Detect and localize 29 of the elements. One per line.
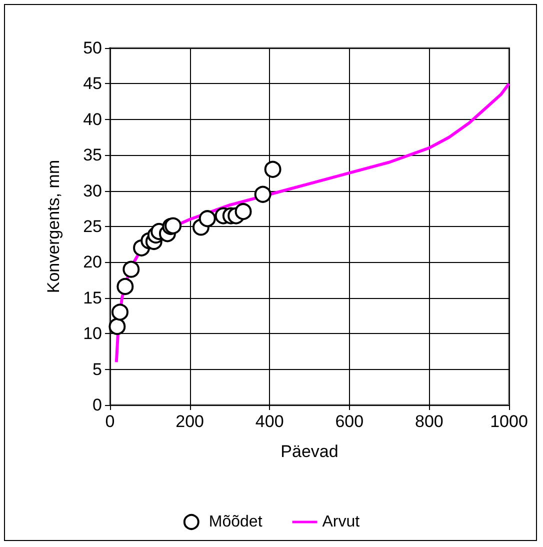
legend-label: Arvut: [322, 514, 360, 530]
y-tick-label: 35: [83, 146, 102, 165]
y-tick-label: 0: [92, 396, 102, 414]
legend-label: Mõõdet: [208, 514, 263, 530]
point: [234, 203, 252, 220]
y-tick-label: 40: [83, 110, 102, 129]
y-tick-label: 50: [83, 38, 102, 58]
point: [116, 278, 134, 295]
y-tick-label: 45: [83, 74, 102, 94]
point: [198, 210, 216, 228]
y-tick-label: 30: [83, 181, 102, 200]
x-tick-label: 0: [105, 412, 115, 431]
point: [111, 304, 128, 321]
point: [254, 186, 272, 203]
y-tick-label: 20: [83, 252, 102, 272]
x-tick-label: 400: [255, 412, 284, 431]
x-tick-label: 600: [335, 412, 364, 431]
x-tick-label: 1000: [490, 412, 528, 431]
y-tick-label: 10: [83, 324, 102, 344]
x-tick-label: 200: [176, 412, 204, 431]
point: [264, 160, 282, 178]
y-axis-title: Konvergents, mm: [44, 160, 63, 294]
y-tick-label: 15: [83, 288, 102, 308]
point: [122, 260, 140, 278]
x-axis-title: Päevad: [280, 442, 338, 461]
x-tick-label: 800: [415, 412, 444, 431]
point: [108, 318, 126, 335]
y-tick-label: 25: [83, 217, 102, 236]
y-tick-label: 5: [92, 360, 102, 379]
